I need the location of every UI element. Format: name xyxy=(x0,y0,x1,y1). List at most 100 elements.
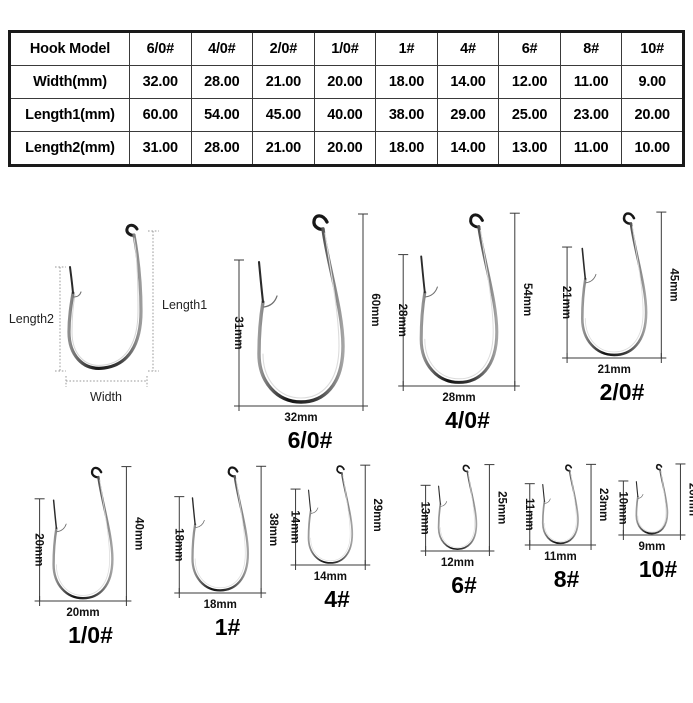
length2-value: 31mm xyxy=(232,316,244,349)
width-value: 28mm xyxy=(442,392,475,404)
dimension-length2: 14mm xyxy=(289,488,301,566)
table-cell: 25.00 xyxy=(498,98,561,132)
dimension-width: 12mm xyxy=(425,546,490,569)
hook-model-label: 4/0# xyxy=(445,407,490,433)
hook-figure: 45mm 21mm 21mm 2/0# xyxy=(535,200,693,462)
hook-svg: 23mm 11mm 11mm xyxy=(523,463,609,563)
dimension-width: 21mm xyxy=(566,353,662,376)
width-value: 14mm xyxy=(314,571,347,583)
table-cell: 11.00 xyxy=(559,65,623,99)
table-cell: 14.00 xyxy=(436,131,500,166)
hook-model-label: 4# xyxy=(324,586,350,612)
hook-body xyxy=(307,465,354,564)
hook-body xyxy=(67,223,143,370)
table-row: Width(mm) 32.00 28.00 21.00 20.00 18.00 14.00 1… xyxy=(9,65,684,99)
table-cell: 4# xyxy=(436,31,500,66)
hook-model-label: 6/0# xyxy=(287,427,333,453)
table-cell: 13.00 xyxy=(498,131,561,166)
hook-svg: 29mm 14mm 14mm xyxy=(289,464,383,583)
hook-body xyxy=(541,464,579,545)
table-cell: 54.00 xyxy=(190,98,254,132)
length1-label: Length1 xyxy=(162,298,207,312)
length1-value: 40mm xyxy=(132,517,144,550)
table-cell: 60.00 xyxy=(129,98,192,132)
hook-svg: 25mm 13mm 12mm xyxy=(419,464,507,569)
dimension-width: 18mm xyxy=(178,588,262,611)
hook-figure: 54mm 28mm 28mm 4/0# xyxy=(370,200,565,494)
table-cell: 28.00 xyxy=(190,131,254,166)
hook-body xyxy=(437,464,478,551)
hook-body xyxy=(257,214,345,404)
hook-model-label: 8# xyxy=(553,566,580,592)
table-cell: 38.00 xyxy=(375,98,438,132)
dimension-length1: 23mm xyxy=(586,463,609,546)
dimension-length2: 10mm xyxy=(616,480,629,536)
width-value: 32mm xyxy=(284,412,317,424)
table-cell: 21.00 xyxy=(252,65,315,99)
dimension-length2: 21mm xyxy=(560,246,572,359)
width-value: 20mm xyxy=(66,607,99,619)
dimension-length2: 31mm xyxy=(232,259,244,407)
table-cell: 18.00 xyxy=(375,131,438,166)
dimension-length2: 28mm xyxy=(396,254,408,387)
table-row: Hook Model 6/0# 4/0# 2/0# 1/0# 1# 4# 6# 8# 10# xyxy=(9,31,684,66)
table-cell: 32.00 xyxy=(129,65,192,99)
dimension-width: 14mm xyxy=(295,560,366,583)
table-row-header: Length1(mm) xyxy=(9,98,130,132)
reference-hook-figure: Length1 Length2 Width xyxy=(9,205,210,405)
table-row: Length1(mm) 60.00 54.00 45.00 40.00 38.00 29.0… xyxy=(9,98,684,132)
table-row: Length2(mm) 31.00 28.00 21.00 20.00 18.00 14.0… xyxy=(9,131,684,166)
hook-model-label: 2/0# xyxy=(599,379,645,405)
dimension-width: Width xyxy=(65,376,148,404)
length1-value: 20mm xyxy=(686,483,693,516)
dimension-length1: 54mm xyxy=(509,212,533,387)
table-cell: 23.00 xyxy=(559,98,623,132)
hook-body xyxy=(580,212,648,357)
length1-value: 25mm xyxy=(495,491,507,524)
table-cell: 28.00 xyxy=(190,65,254,99)
table-row-header: Length2(mm) xyxy=(9,131,130,166)
table-cell: 45.00 xyxy=(252,98,315,132)
length2-value: 28mm xyxy=(396,304,408,337)
length2-value: 10mm xyxy=(616,491,628,524)
dimension-length2: 13mm xyxy=(419,484,431,552)
length2-value: 13mm xyxy=(419,502,431,535)
hook-figure: 20mm 10mm 9mm 10# xyxy=(600,455,693,627)
hook-model-label: 10# xyxy=(638,556,678,582)
width-value: 21mm xyxy=(598,364,631,376)
reference-hook-svg: Length1 Length2 Width xyxy=(9,223,207,404)
dimension-length1: Length1 xyxy=(148,230,207,372)
hook-svg: 38mm 18mm 18mm xyxy=(172,465,279,611)
length2-value: 21mm xyxy=(560,286,572,319)
hook-model-label: 1/0# xyxy=(68,622,113,648)
hook-figure: 38mm 18mm 18mm 1# xyxy=(148,455,307,694)
dimension-length1: 20mm xyxy=(675,463,693,536)
hook-model-label: 6# xyxy=(451,572,477,598)
dimension-width: 28mm xyxy=(402,381,516,404)
hook-body xyxy=(635,463,669,535)
dimension-length1: 29mm xyxy=(360,464,383,566)
hook-figure: 40mm 20mm 20mm 1/0# xyxy=(8,455,173,703)
hook-model-label: 1# xyxy=(214,614,241,640)
hook-body xyxy=(52,466,114,600)
table-cell: 20.00 xyxy=(313,65,377,99)
width-label: Width xyxy=(90,390,122,404)
table-cell: 40.00 xyxy=(313,98,377,132)
dimension-length2: 11mm xyxy=(523,483,535,546)
length1-value: 60mm xyxy=(369,293,381,326)
dimension-length2: 18mm xyxy=(172,496,185,594)
hook-figure: 25mm 13mm 12mm 6# xyxy=(400,455,528,646)
dimension-width: 32mm xyxy=(238,401,364,424)
hook-svg: 54mm 28mm 28mm xyxy=(396,212,533,404)
table-cell: 6/0# xyxy=(129,31,192,66)
dimension-width: 20mm xyxy=(39,596,127,619)
length2-label: Length2 xyxy=(9,312,54,326)
dimension-length1: 40mm xyxy=(121,466,144,602)
dimension-width: 11mm xyxy=(529,540,592,563)
hook-body xyxy=(419,213,499,384)
width-value: 12mm xyxy=(441,557,474,569)
table-cell: 31.00 xyxy=(129,131,192,166)
table-cell: 6# xyxy=(498,31,561,66)
hook-figure: 23mm 11mm 11mm 8# xyxy=(505,455,628,639)
length1-value: 23mm xyxy=(597,488,609,521)
